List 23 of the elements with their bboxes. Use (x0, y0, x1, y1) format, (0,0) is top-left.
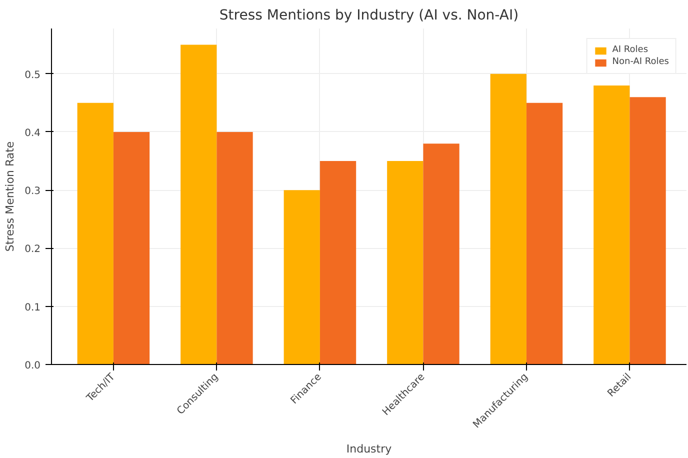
bar (77, 102, 114, 364)
y-tick-label: 0.4 (24, 128, 41, 139)
bar (113, 132, 150, 364)
y-tick-label: 0.5 (24, 70, 41, 81)
y-axis-title: Stress Mention Rate (4, 141, 17, 252)
bar (423, 144, 460, 364)
bar (180, 44, 217, 364)
bar (490, 74, 526, 364)
bar (630, 97, 666, 364)
bar (320, 161, 356, 364)
chart-title: Stress Mentions by Industry (AI vs. Non-AI) (219, 8, 519, 24)
y-tick-label: 0.3 (24, 186, 41, 198)
bar (216, 132, 253, 364)
bar (526, 102, 563, 364)
legend-label: AI Roles (612, 45, 648, 55)
y-tick-label: 0.2 (24, 244, 41, 256)
bar (594, 85, 630, 364)
legend-label: Non-AI Roles (612, 57, 669, 67)
y-tick-label: 0.1 (24, 302, 41, 314)
bar (284, 190, 320, 364)
y-tick-label: 0.0 (24, 360, 41, 372)
bar (387, 161, 424, 364)
x-axis-title: Industry (346, 442, 392, 456)
